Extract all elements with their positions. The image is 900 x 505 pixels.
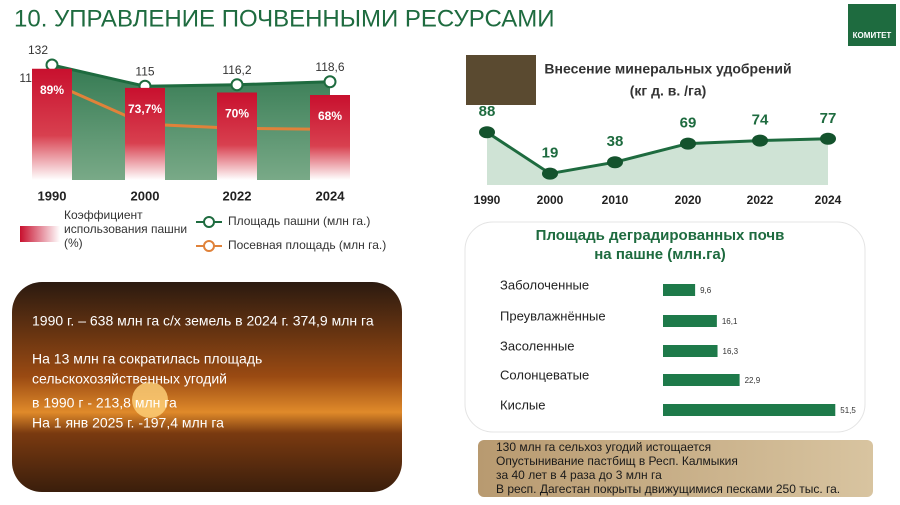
bar-label: 89% — [40, 83, 64, 97]
point-label: 69 — [680, 115, 697, 132]
point — [323, 75, 337, 89]
note: На 13 млн га сократилась площадь — [32, 351, 262, 367]
point — [820, 132, 836, 145]
point — [752, 134, 768, 147]
point-label: 74 — [752, 112, 769, 129]
chart-subtitle: (кг д. в. /га) — [630, 83, 707, 99]
x-tick-label: 2010 — [602, 193, 629, 207]
x-tick-label: 2020 — [675, 193, 702, 207]
line — [486, 130, 829, 176]
x-tick-label: 2024 — [815, 193, 842, 207]
bar — [125, 87, 165, 180]
bar-label: 16,3 — [723, 347, 739, 356]
point-label: 132 — [28, 43, 48, 57]
note: На 1 янв 2025 г. -197,4 млн га — [32, 415, 224, 431]
bar — [310, 95, 350, 180]
note: В респ. Дагестан покрыты движущимися пес… — [496, 482, 840, 496]
point-label: 116,2 — [222, 63, 251, 77]
bar — [663, 345, 718, 357]
bar — [32, 68, 72, 180]
chart-title: Внесение минеральных удобрений — [544, 61, 791, 77]
x-tick-label: 1990 — [38, 188, 67, 203]
legend-label: Коэффициент использования пашни (%) — [64, 208, 188, 250]
bar-label: 73,7% — [128, 102, 162, 116]
point-label: 88 — [479, 103, 496, 120]
bar-label: 51,5 — [840, 406, 856, 415]
note: сельскохозяйственных угодий — [32, 371, 227, 387]
x-tick-label: 2000 — [537, 193, 564, 207]
legend-marker — [203, 216, 215, 228]
logo-box — [848, 4, 896, 46]
point-label: 77 — [820, 110, 837, 127]
bar-label: 9,6 — [700, 286, 712, 295]
line — [51, 81, 331, 131]
note: Опустынивание пастбищ в Респ. Калмыкия — [496, 454, 738, 468]
chart-title: Площадь деградированных почв на пашне (м… — [535, 227, 785, 263]
line — [51, 63, 331, 88]
category-label: Заболоченные — [500, 277, 589, 292]
bar — [663, 284, 696, 296]
legend-marker — [203, 240, 215, 252]
x-tick-label: 2022 — [747, 193, 774, 207]
x-tick-label: 2022 — [223, 188, 252, 203]
point-label: 19 — [542, 145, 559, 162]
point — [607, 156, 623, 169]
bar — [663, 374, 740, 386]
point-label: 115 — [135, 64, 154, 78]
legend-label: Площадь пашни (млн га.) — [228, 214, 370, 228]
category-label: Преувлажнённые — [500, 308, 606, 323]
bar — [663, 315, 717, 327]
legend-swatch — [20, 226, 60, 242]
note: 1990 г. – 638 млн га с/х земель в 2024 г… — [32, 313, 374, 329]
bar-label: 70% — [225, 107, 249, 121]
point — [479, 126, 495, 139]
bar — [217, 92, 257, 180]
point — [230, 78, 244, 92]
point-label: 118,6 — [315, 60, 344, 74]
area — [52, 65, 330, 180]
category-label: Засоленные — [500, 338, 574, 353]
note: 130 млн га сельхоз угодий истощается — [496, 440, 711, 454]
bar-label: 22,9 — [745, 376, 761, 385]
point-label: 38 — [607, 133, 624, 150]
category-label: Кислые — [500, 397, 546, 412]
bar — [663, 404, 836, 416]
point — [680, 137, 696, 150]
point — [542, 167, 558, 180]
bar-label: 16,1 — [722, 317, 738, 326]
note: за 40 лет в 4 раза до 3 млн га — [496, 468, 662, 482]
photo-box — [12, 282, 402, 492]
slide-title: 10. УПРАВЛЕНИЕ ПОЧВЕННЫМИ РЕСУРСАМИ — [14, 5, 555, 32]
x-tick-label: 2024 — [316, 188, 346, 203]
logo-text: КОМИТЕТ — [853, 31, 892, 40]
earth-box — [478, 440, 873, 497]
legend-label: Посевная площадь (млн га.) — [228, 238, 386, 252]
x-tick-label: 1990 — [474, 193, 501, 207]
category-label: Солонцеватые — [500, 367, 589, 382]
note: в 1990 г - 213,8 млн га — [32, 395, 177, 411]
area — [487, 132, 828, 185]
sun — [132, 382, 168, 418]
x-tick-label: 2000 — [131, 188, 160, 203]
bar-label: 68% — [318, 109, 342, 123]
photo — [466, 55, 536, 105]
